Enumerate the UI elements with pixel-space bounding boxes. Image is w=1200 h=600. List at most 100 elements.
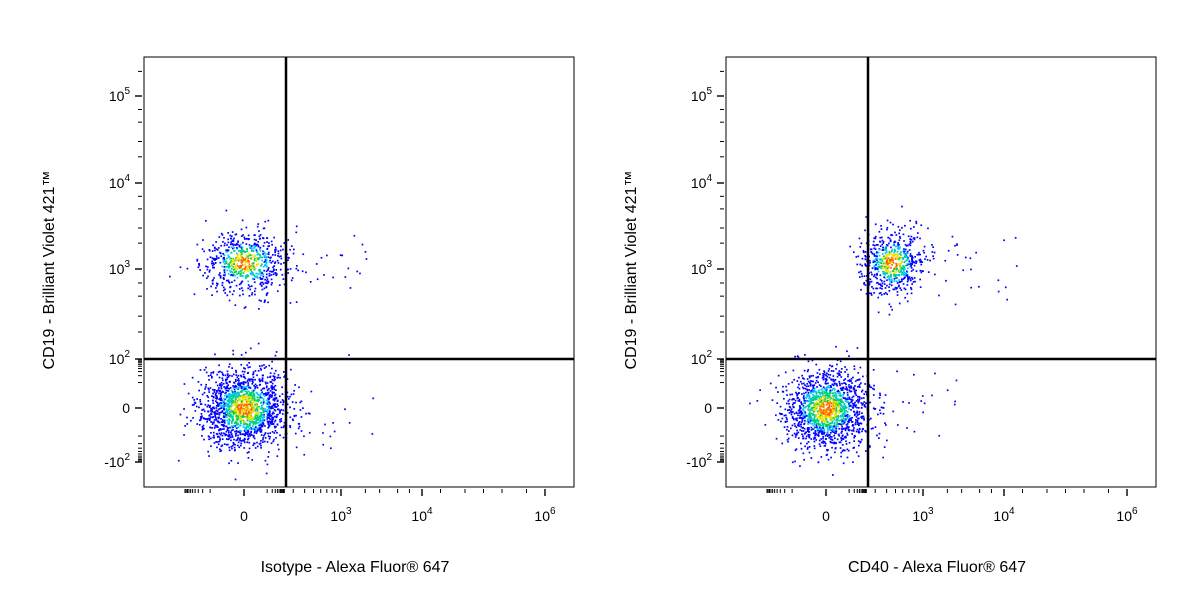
event-dot xyxy=(834,391,836,394)
y-tick-label: 104 xyxy=(691,173,713,191)
event-dot xyxy=(247,400,250,402)
event-dot xyxy=(227,263,230,266)
event-dot xyxy=(222,289,225,292)
event-dot xyxy=(801,412,804,414)
event-dot xyxy=(826,416,828,419)
event-dot xyxy=(235,415,238,418)
event-dot xyxy=(265,386,268,389)
event-dot xyxy=(253,431,256,434)
event-dot xyxy=(896,255,899,258)
event-dot xyxy=(865,293,868,295)
event-dot xyxy=(219,384,222,386)
event-dot xyxy=(214,425,217,427)
event-dot xyxy=(856,347,859,349)
event-dot xyxy=(237,411,240,414)
event-dot xyxy=(246,255,249,258)
event-dot xyxy=(238,283,241,286)
event-dot xyxy=(826,453,829,456)
event-dot xyxy=(237,258,239,261)
event-dot xyxy=(246,275,249,278)
event-dot xyxy=(286,411,289,414)
event-dot xyxy=(860,288,862,291)
event-dot xyxy=(907,256,909,259)
event-dot xyxy=(852,407,854,409)
event-dot xyxy=(904,274,907,277)
event-dot xyxy=(849,380,851,383)
event-dot xyxy=(253,394,256,397)
event-dot xyxy=(222,407,224,409)
event-dot xyxy=(249,247,252,249)
event-dot xyxy=(833,417,836,420)
event-dot xyxy=(268,275,271,277)
event-dot xyxy=(883,272,885,275)
event-dot xyxy=(237,383,239,385)
event-dot xyxy=(287,398,290,400)
event-dot xyxy=(905,272,908,275)
event-dot xyxy=(266,292,269,294)
event-dot xyxy=(911,260,913,262)
event-dot xyxy=(254,408,256,411)
event-dot xyxy=(844,382,847,385)
event-dot xyxy=(216,290,218,293)
event-dot xyxy=(248,362,250,364)
event-dot xyxy=(225,425,227,428)
event-dot xyxy=(281,386,283,389)
event-dot xyxy=(833,421,836,424)
event-dot xyxy=(226,385,228,388)
event-dot xyxy=(228,393,230,395)
event-dot xyxy=(898,281,901,283)
event-dot xyxy=(277,262,280,264)
event-dot xyxy=(233,381,235,384)
event-dot xyxy=(848,404,850,406)
event-dot xyxy=(830,386,832,388)
event-dot xyxy=(920,260,922,262)
event-dot xyxy=(287,239,290,241)
event-dot xyxy=(816,406,818,409)
event-dot xyxy=(822,410,825,412)
event-dot xyxy=(808,414,810,416)
event-dot xyxy=(248,408,250,410)
event-dot xyxy=(904,260,906,263)
event-dot xyxy=(241,219,244,222)
event-dot xyxy=(819,393,822,396)
event-dot xyxy=(830,441,832,444)
event-dot xyxy=(217,443,220,446)
event-dot xyxy=(332,276,334,279)
event-dot xyxy=(813,422,815,425)
event-dot xyxy=(843,411,846,414)
event-dot xyxy=(825,424,828,426)
event-dot xyxy=(330,447,332,450)
event-dot xyxy=(230,406,232,409)
event-dot xyxy=(802,437,805,440)
event-dot xyxy=(231,422,233,424)
event-dot xyxy=(823,441,825,443)
event-dot xyxy=(813,405,815,407)
event-dot xyxy=(239,294,241,297)
event-dot xyxy=(822,402,824,405)
event-dot xyxy=(236,376,239,379)
event-dot xyxy=(231,293,234,296)
event-dot xyxy=(832,375,835,377)
event-dot xyxy=(234,233,237,236)
event-dot xyxy=(212,431,215,434)
event-dot xyxy=(244,399,247,402)
event-dot xyxy=(837,390,840,393)
event-dot xyxy=(234,433,237,435)
event-dot xyxy=(228,387,231,390)
event-dot xyxy=(252,401,254,404)
event-dot xyxy=(906,250,909,253)
event-dot xyxy=(884,267,886,270)
event-dot xyxy=(896,252,898,255)
event-dot xyxy=(267,391,269,394)
event-dot xyxy=(831,365,834,367)
event-dot xyxy=(225,261,228,264)
event-dot xyxy=(256,427,259,429)
event-dot xyxy=(854,385,856,387)
event-dot xyxy=(239,420,242,423)
event-dot xyxy=(272,268,275,271)
event-dot xyxy=(855,451,858,454)
event-dot xyxy=(897,246,900,249)
event-dot xyxy=(906,263,909,265)
event-dot xyxy=(251,262,254,265)
event-dot xyxy=(262,409,264,412)
